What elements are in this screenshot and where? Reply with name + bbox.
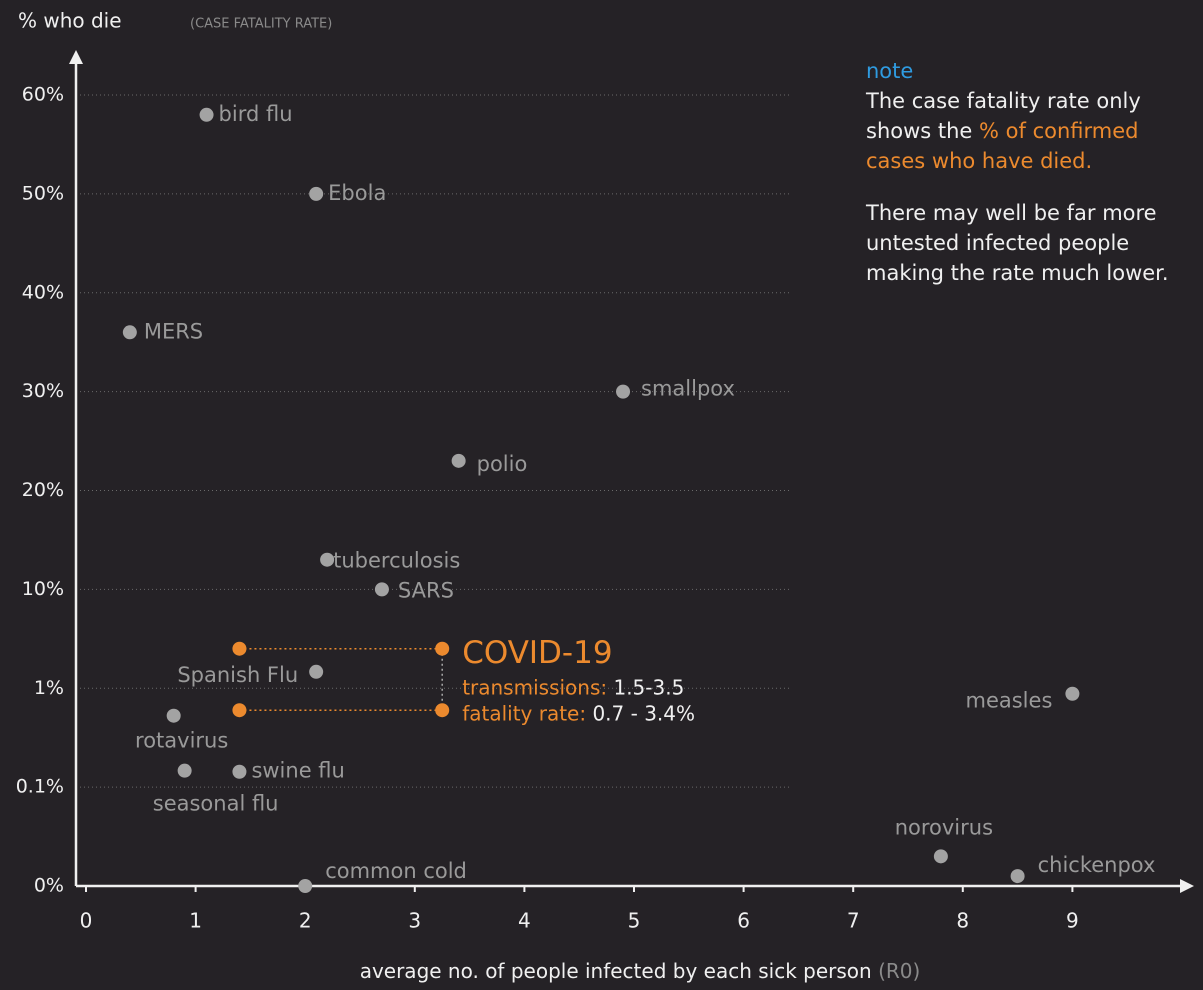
covid-title: COVID-19 <box>462 635 612 671</box>
x-tick-label: 6 <box>737 909 750 933</box>
x-title: average no. of people infected by each s… <box>360 959 921 983</box>
point-label: SARS <box>398 578 454 602</box>
covid-detail-label: fatality rate: <box>462 701 586 725</box>
point <box>122 325 137 340</box>
point-label: smallpox <box>641 377 735 401</box>
x-axis-arrow <box>1180 879 1194 893</box>
point <box>298 879 313 893</box>
x-tick-label: 1 <box>189 909 202 933</box>
y-tick-label: 60% <box>22 84 64 106</box>
point-label: polio <box>477 452 528 476</box>
x-tick-label: 3 <box>408 909 421 933</box>
y-tick-label: 30% <box>22 380 64 402</box>
y-tick-label: 10% <box>22 578 64 600</box>
y-tick-label: 40% <box>22 281 64 303</box>
note-text: % of confirmed cases who have died. <box>866 119 1139 173</box>
point <box>320 552 335 567</box>
y-subtitle: (CASE FATALITY RATE) <box>190 17 332 32</box>
covid-detail: fatality rate: 0.7 - 3.4% <box>462 701 695 725</box>
covid-point <box>232 703 247 718</box>
point <box>1010 869 1025 884</box>
point <box>199 107 214 122</box>
y-tick-label: 0.1% <box>16 776 64 798</box>
x-title-suffix: (R0) <box>878 959 920 983</box>
note-title: note <box>866 59 914 83</box>
point <box>616 384 631 399</box>
y-title: % who die <box>18 9 122 33</box>
y-tick-label: 20% <box>22 479 64 501</box>
point <box>1065 686 1080 701</box>
note-paragraph: There may well be far more untested infe… <box>866 198 1186 288</box>
covid-detail-value: 1.5-3.5 <box>613 675 684 699</box>
point <box>177 763 192 778</box>
point-label: bird flu <box>219 102 293 126</box>
point-label: Spanish Flu <box>177 663 298 687</box>
point <box>309 664 324 679</box>
y-axis-arrow <box>69 50 83 64</box>
x-tick-label: 8 <box>956 909 969 933</box>
point <box>309 186 324 201</box>
x-tick-label: 0 <box>80 909 93 933</box>
point <box>451 453 466 468</box>
point <box>166 708 181 723</box>
point-label: MERS <box>144 319 203 343</box>
point <box>232 764 247 779</box>
note-paragraph: The case fatality rate only shows the % … <box>866 86 1186 176</box>
point-label: rotavirus <box>135 729 228 753</box>
covid-point <box>435 703 450 718</box>
x-tick-label: 4 <box>518 909 531 933</box>
x-title-main: average no. of people infected by each s… <box>360 959 872 983</box>
x-tick-label: 5 <box>628 909 641 933</box>
covid-detail-value: 0.7 - 3.4% <box>592 701 695 725</box>
point <box>374 582 389 597</box>
covid-point <box>232 641 247 656</box>
point-label: tuberculosis <box>333 549 460 573</box>
point-label: common cold <box>325 859 467 883</box>
x-tick-label: 7 <box>847 909 860 933</box>
point-label: swine flu <box>251 759 344 783</box>
point-label: Ebola <box>328 181 386 205</box>
point <box>933 849 948 864</box>
x-tick-label: 2 <box>299 909 312 933</box>
note: note The case fatality rate only shows th… <box>866 56 1186 310</box>
covid-detail: transmissions: 1.5-3.5 <box>462 675 684 699</box>
x-tick-label: 9 <box>1066 909 1079 933</box>
note-text: The case fatality rate only shows the <box>866 89 1141 143</box>
point-label: measles <box>966 689 1053 713</box>
point-label: chickenpox <box>1038 853 1156 877</box>
covid-detail-label: transmissions: <box>462 675 607 699</box>
y-tick-label: 1% <box>34 677 64 699</box>
y-tick-label: 50% <box>22 182 64 204</box>
point-label: norovirus <box>895 815 993 839</box>
y-tick-label: 0% <box>34 875 64 897</box>
point-label: seasonal flu <box>153 792 279 816</box>
covid-point <box>435 641 450 656</box>
note-text: There may well be far more untested infe… <box>866 201 1169 285</box>
